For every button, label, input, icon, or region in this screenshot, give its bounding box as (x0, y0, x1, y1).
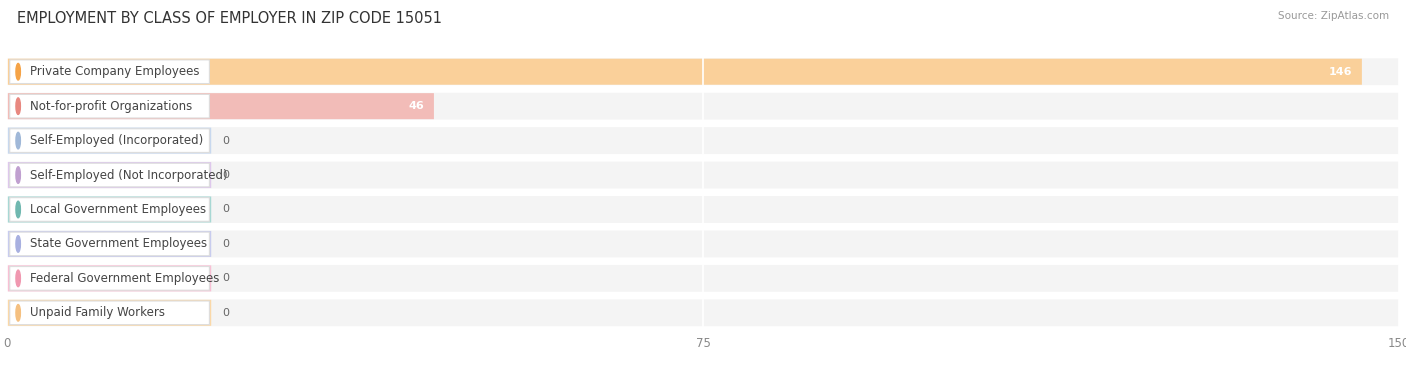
Text: EMPLOYMENT BY CLASS OF EMPLOYER IN ZIP CODE 15051: EMPLOYMENT BY CLASS OF EMPLOYER IN ZIP C… (17, 11, 441, 26)
FancyBboxPatch shape (10, 232, 209, 256)
FancyBboxPatch shape (7, 265, 211, 291)
Circle shape (15, 270, 21, 287)
FancyBboxPatch shape (7, 300, 211, 326)
Text: Local Government Employees: Local Government Employees (31, 203, 207, 216)
Text: 0: 0 (222, 273, 229, 284)
FancyBboxPatch shape (10, 94, 209, 118)
Circle shape (15, 201, 21, 218)
FancyBboxPatch shape (10, 129, 209, 152)
Text: 46: 46 (409, 101, 425, 111)
FancyBboxPatch shape (10, 267, 209, 290)
Text: 0: 0 (222, 239, 229, 249)
FancyBboxPatch shape (10, 163, 209, 187)
Text: Self-Employed (Incorporated): Self-Employed (Incorporated) (31, 134, 204, 147)
Text: Federal Government Employees: Federal Government Employees (31, 272, 219, 285)
FancyBboxPatch shape (7, 59, 1362, 85)
Text: Self-Employed (Not Incorporated): Self-Employed (Not Incorporated) (31, 169, 228, 182)
FancyBboxPatch shape (7, 93, 434, 119)
FancyBboxPatch shape (7, 162, 211, 188)
Text: Source: ZipAtlas.com: Source: ZipAtlas.com (1278, 11, 1389, 21)
Text: 0: 0 (222, 308, 229, 318)
FancyBboxPatch shape (7, 231, 211, 257)
Text: 0: 0 (222, 136, 229, 146)
FancyBboxPatch shape (7, 127, 211, 153)
FancyBboxPatch shape (7, 162, 1399, 188)
FancyBboxPatch shape (7, 299, 1399, 326)
FancyBboxPatch shape (7, 93, 1399, 120)
Text: Not-for-profit Organizations: Not-for-profit Organizations (31, 100, 193, 113)
FancyBboxPatch shape (7, 127, 1399, 154)
Text: 146: 146 (1329, 67, 1353, 77)
FancyBboxPatch shape (10, 301, 209, 325)
Circle shape (15, 63, 21, 80)
FancyBboxPatch shape (7, 58, 1399, 85)
FancyBboxPatch shape (7, 230, 1399, 257)
Text: State Government Employees: State Government Employees (31, 238, 207, 250)
FancyBboxPatch shape (7, 196, 211, 222)
Circle shape (15, 236, 21, 252)
Circle shape (15, 305, 21, 321)
Text: Unpaid Family Workers: Unpaid Family Workers (31, 307, 166, 319)
FancyBboxPatch shape (10, 60, 209, 84)
Text: 0: 0 (222, 170, 229, 180)
Circle shape (15, 98, 21, 115)
FancyBboxPatch shape (7, 265, 1399, 292)
FancyBboxPatch shape (7, 196, 1399, 223)
Text: 0: 0 (222, 204, 229, 215)
FancyBboxPatch shape (10, 198, 209, 221)
Circle shape (15, 132, 21, 149)
Text: Private Company Employees: Private Company Employees (31, 65, 200, 78)
Circle shape (15, 167, 21, 183)
